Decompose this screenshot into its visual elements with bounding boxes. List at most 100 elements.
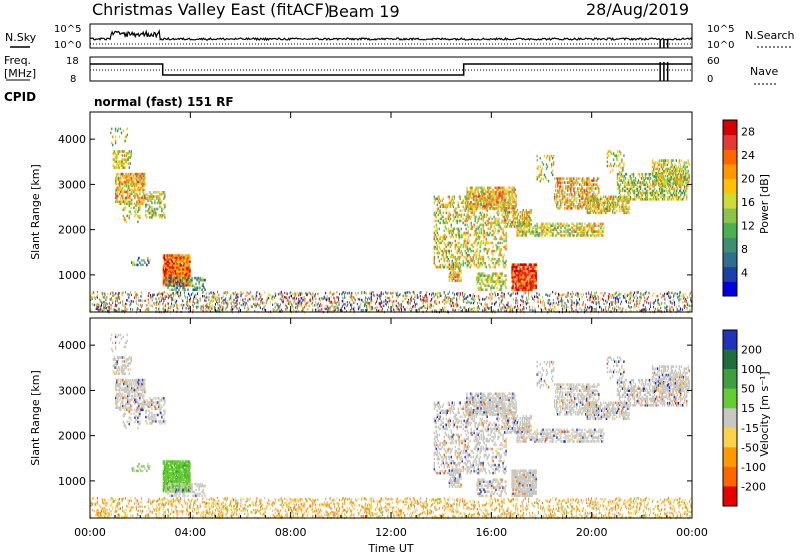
echo-cell [520, 278, 522, 281]
echo-cell [579, 195, 581, 198]
echo-cell [187, 274, 189, 277]
echo-cell [608, 199, 610, 203]
echo-cell [149, 197, 151, 200]
echo-cell [654, 171, 657, 175]
echo-cell [585, 201, 587, 204]
echo-cell [141, 299, 143, 302]
echo-cell [465, 217, 467, 221]
echo-cell [139, 200, 141, 204]
echo-cell [573, 183, 575, 186]
echo-cell [482, 201, 484, 205]
echo-cell [182, 282, 184, 286]
echo-cell [439, 235, 441, 239]
echo-cell [178, 284, 180, 288]
echo-cell [600, 207, 603, 211]
echo-cell [516, 288, 518, 292]
echo-cell [439, 205, 441, 209]
echo-cell [449, 255, 451, 259]
echo-cell [574, 199, 576, 202]
echo-cell [684, 185, 686, 188]
echo-cell [190, 278, 192, 282]
echo-cell [504, 247, 506, 251]
echo-cell [595, 205, 598, 209]
echo-cell [523, 211, 525, 214]
echo-cell [182, 272, 184, 275]
echo-cell [501, 192, 503, 196]
echo-cell [579, 201, 581, 204]
echo-cell [126, 178, 128, 182]
echo-cell [528, 230, 530, 233]
echo-cell [429, 306, 431, 309]
echo-cell [492, 257, 494, 261]
echo-cell [556, 226, 558, 229]
echo-cell [180, 282, 182, 286]
echo-cell [136, 200, 138, 204]
echo-cell [595, 183, 597, 186]
echo-cell [186, 270, 188, 273]
echo-cell [466, 194, 468, 198]
echo-cell [498, 280, 500, 283]
echo-cell [128, 216, 130, 220]
echo-cell [475, 233, 477, 237]
echo-cell [165, 276, 168, 279]
echo-cell [494, 186, 496, 190]
echo-cell [122, 166, 124, 169]
echo-cell [647, 172, 650, 176]
echo-cell [139, 206, 141, 210]
echo-cell [544, 226, 546, 229]
echo-cell [452, 273, 454, 276]
echo-cell [175, 256, 177, 259]
echo-cell [564, 234, 566, 237]
echo-cell [181, 266, 183, 269]
echo-cell [197, 276, 199, 280]
echo-cell [178, 272, 180, 275]
echo-cell [526, 284, 528, 287]
echo-cell [651, 174, 654, 177]
echo-cell [398, 293, 400, 297]
echo-cell [115, 190, 117, 194]
echo-cell [521, 267, 523, 271]
echo-cell [536, 226, 538, 229]
echo-cell [607, 308, 609, 311]
echo-cell [588, 181, 590, 184]
echo-cell [557, 226, 559, 229]
echo-cell [675, 159, 677, 162]
echo-cell [147, 197, 149, 200]
echo-cell [582, 191, 584, 194]
echo-cell [507, 190, 509, 194]
echo-cell [467, 249, 469, 253]
echo-cell [627, 189, 630, 193]
echo-cell [134, 178, 136, 182]
echo-cell [491, 198, 493, 202]
echo-cell [130, 152, 132, 155]
echo-cell [452, 301, 454, 304]
echo-cell [113, 308, 115, 311]
echo-cell [139, 261, 141, 264]
echo-cell [529, 271, 531, 275]
echo-cell [576, 226, 578, 229]
echo-cell [613, 306, 615, 309]
echo-cell [164, 272, 167, 275]
echo-cell [138, 172, 140, 176]
echo-cell [123, 150, 125, 153]
echo-cell [541, 224, 543, 228]
echo-cell [127, 162, 129, 165]
echo-cell [116, 196, 118, 200]
freq-tick-high: 18 [66, 56, 79, 67]
echo-cell [124, 190, 126, 194]
echo-cell [258, 293, 260, 297]
echo-cell [132, 188, 134, 192]
echo-cell [511, 308, 513, 311]
echo-cell [567, 181, 569, 184]
echo-cell [534, 263, 536, 266]
echo-cell [479, 235, 481, 239]
echo-cell [503, 253, 505, 257]
echo-cell [566, 224, 568, 228]
echo-cell [628, 205, 630, 209]
echo-cell [199, 276, 201, 280]
echo-cell [679, 189, 681, 193]
echo-cell [179, 284, 181, 288]
echo-cell [664, 169, 667, 173]
echo-cell [486, 205, 488, 208]
echo-cell [559, 179, 561, 182]
